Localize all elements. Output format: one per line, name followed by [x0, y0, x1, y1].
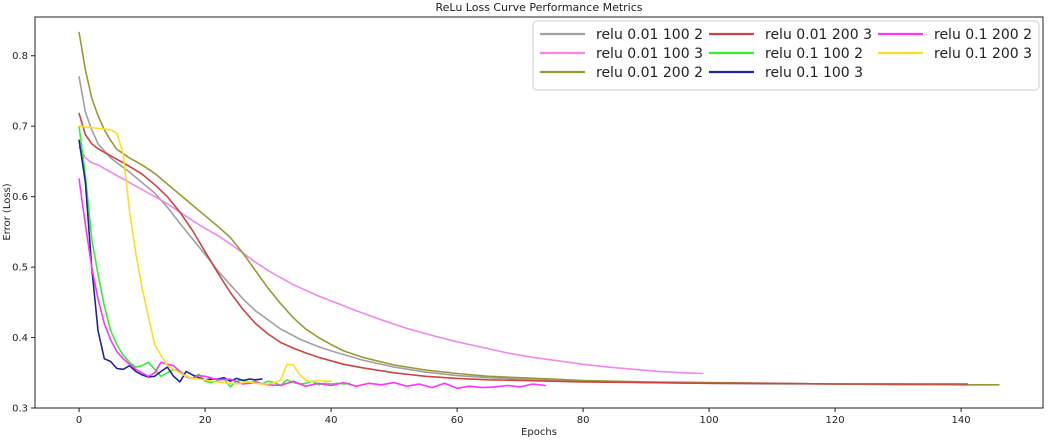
x-tick-label: 120 [826, 415, 845, 426]
x-tick-label: 20 [199, 415, 212, 426]
y-axis-label: Error (Loss) [2, 183, 13, 240]
legend: relu 0.01 100 2 relu 0.01 100 3 relu 0.01 … [532, 20, 1040, 91]
legend-label: relu 0.1 100 3 [765, 65, 863, 81]
x-axis: 0 20 40 60 80 100 120 140 [76, 408, 971, 426]
x-tick-label: 100 [700, 415, 719, 426]
plot-area-frame [34, 16, 1044, 409]
series-line-2 [78, 146, 704, 375]
legend-label: relu 0.01 200 3 [765, 27, 872, 43]
legend-label: relu 0.1 100 2 [765, 46, 863, 62]
legend-box [532, 20, 1040, 91]
series-line-8 [78, 125, 332, 385]
series-lines [78, 31, 1000, 390]
x-axis-label: Epochs [521, 427, 557, 438]
y-tick-label: 0.3 [12, 404, 28, 415]
legend-label: relu 0.01 100 3 [596, 46, 703, 62]
y-tick-label: 0.5 [12, 263, 28, 274]
x-tick-label: 40 [325, 415, 338, 426]
legend-label: relu 0.01 200 2 [596, 65, 703, 81]
legend-label: relu 0.1 200 2 [934, 27, 1032, 43]
chart-title: ReLu Loss Curve Performance Metrics [435, 1, 642, 14]
x-tick-label: 0 [76, 415, 82, 426]
series-line-7 [78, 178, 547, 390]
legend-label: relu 0.01 100 2 [596, 27, 703, 43]
y-tick-label: 0.4 [12, 333, 28, 344]
y-tick-label: 0.8 [12, 51, 28, 62]
y-tick-label: 0.6 [12, 192, 28, 203]
x-tick-label: 140 [952, 415, 971, 426]
series-line-6 [78, 139, 263, 383]
y-axis: 0.3 0.4 0.5 0.6 0.7 0.8 [12, 51, 35, 415]
series-line-1 [78, 76, 994, 386]
x-tick-label: 80 [577, 415, 590, 426]
series-line-4 [78, 112, 969, 385]
legend-label: relu 0.1 200 3 [934, 46, 1032, 62]
x-tick-label: 60 [451, 415, 464, 426]
y-tick-label: 0.7 [12, 122, 28, 133]
